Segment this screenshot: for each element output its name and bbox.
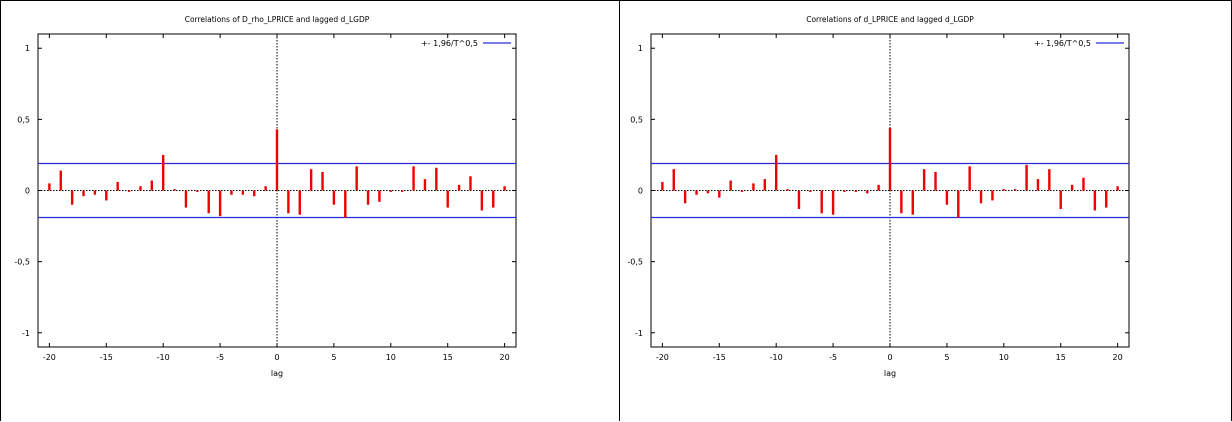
x-tick-label: 20 [1113, 353, 1123, 362]
chart-title: Correlations of D_rho_LPRICE and lagged … [185, 15, 370, 24]
x-tick-label: -5 [829, 353, 837, 362]
correlogram-chart-1: Correlations of D_rho_LPRICE and lagged … [14, 15, 517, 378]
x-tick-label: 0 [274, 353, 279, 362]
y-tick-label: -0,5 [627, 258, 643, 267]
x-tick-label: 15 [1056, 353, 1066, 362]
x-tick-label: -10 [157, 353, 170, 362]
x-tick-label: 10 [999, 353, 1009, 362]
x-tick-label: 0 [887, 353, 892, 362]
x-tick-label: -20 [656, 353, 669, 362]
y-tick-label: 0,5 [17, 115, 30, 124]
x-tick-label: -15 [100, 353, 113, 362]
x-tick-label: -20 [43, 353, 56, 362]
y-tick-label: 0,5 [630, 115, 643, 124]
x-axis-label: lag [884, 369, 896, 378]
correlogram-chart-2: Correlations of d_LPRICE and lagged d_LG… [627, 15, 1130, 378]
y-tick-label: 0 [25, 187, 30, 196]
x-tick-label: -10 [770, 353, 783, 362]
chart-panel-right: Correlations of d_LPRICE and lagged d_LG… [620, 0, 1232, 421]
y-tick-label: -1 [22, 329, 30, 338]
y-tick-label: 1 [638, 44, 643, 53]
x-tick-label: 20 [500, 353, 510, 362]
x-tick-label: 5 [331, 353, 336, 362]
x-tick-label: 10 [386, 353, 396, 362]
y-tick-label: -0,5 [14, 258, 30, 267]
legend-label: +- 1,96/T^0,5 [1034, 39, 1091, 48]
y-tick-label: -1 [635, 329, 643, 338]
x-axis-label: lag [271, 369, 283, 378]
y-tick-label: 1 [25, 44, 30, 53]
x-tick-label: -5 [216, 353, 224, 362]
x-tick-label: -15 [713, 353, 726, 362]
x-tick-label: 15 [443, 353, 453, 362]
legend-label: +- 1,96/T^0,5 [421, 39, 478, 48]
chart-panel-left: Correlations of D_rho_LPRICE and lagged … [0, 0, 620, 421]
y-tick-label: 0 [638, 187, 643, 196]
x-tick-label: 5 [944, 353, 949, 362]
chart-title: Correlations of d_LPRICE and lagged d_LG… [806, 15, 974, 24]
